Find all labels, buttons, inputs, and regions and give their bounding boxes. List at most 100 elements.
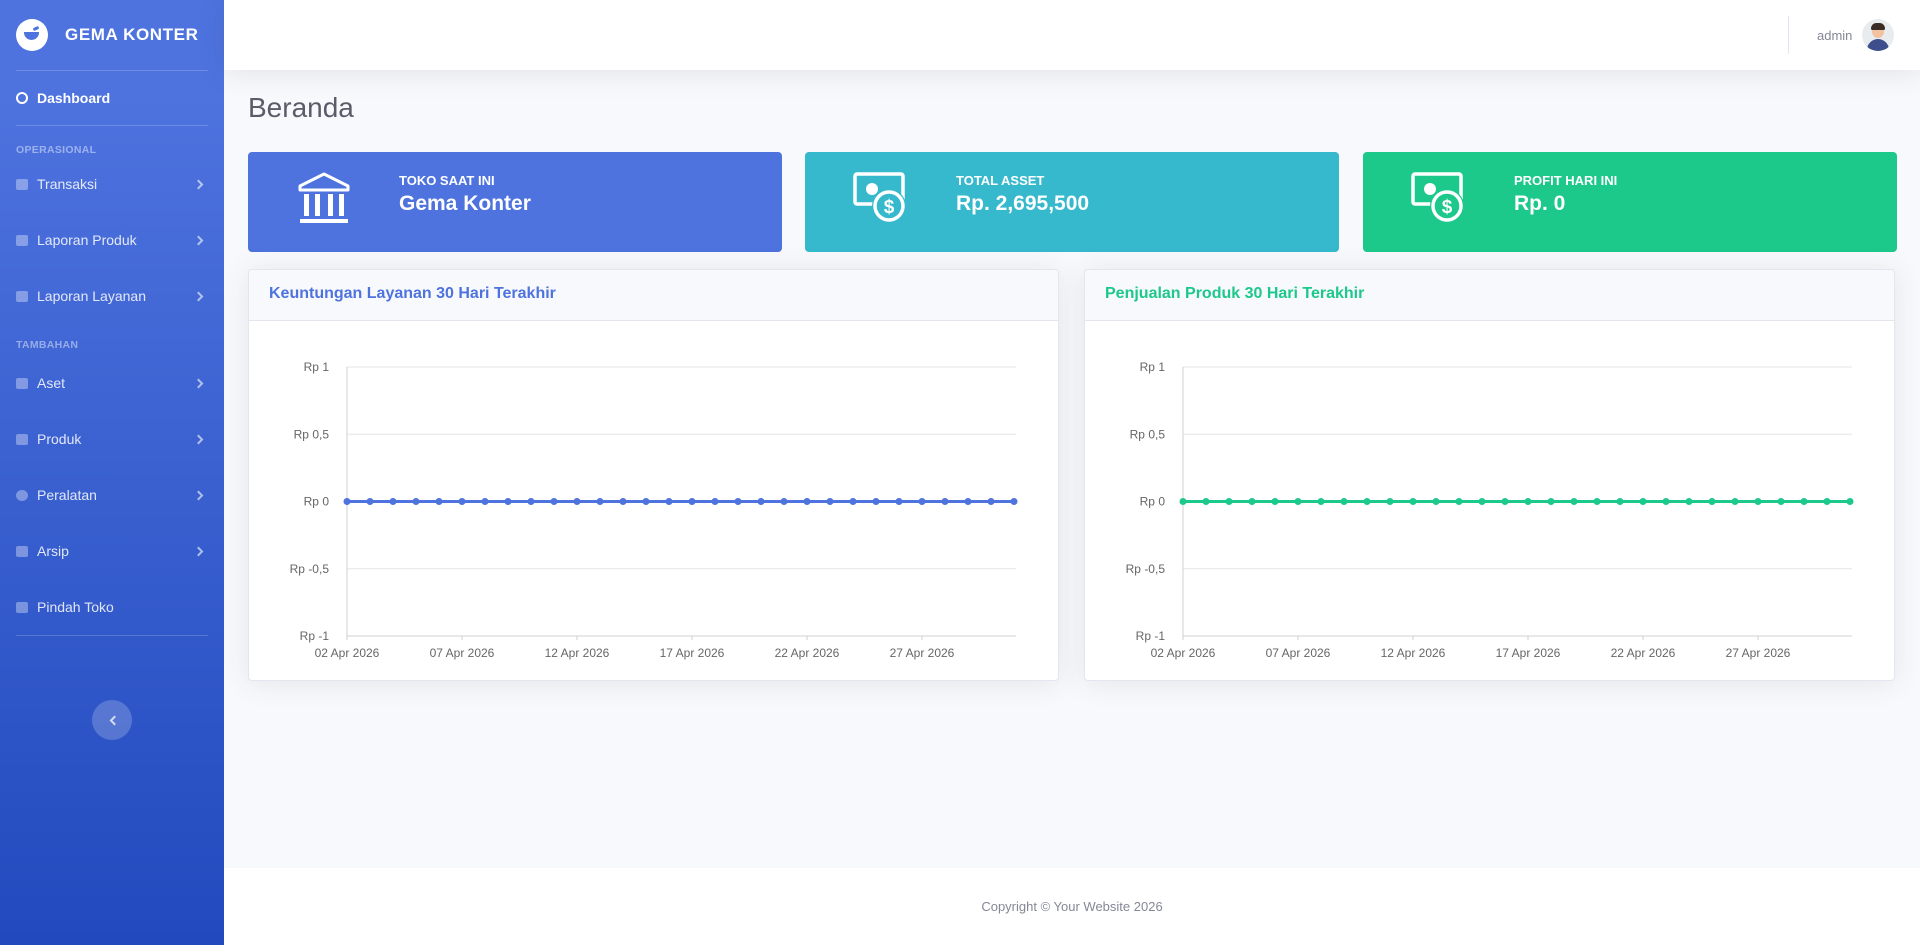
- data-point[interactable]: [642, 498, 650, 505]
- sidebar-item-arsip[interactable]: Arsip: [0, 523, 224, 579]
- y-tick-label: Rp -0,5: [290, 562, 330, 576]
- data-point[interactable]: [1478, 498, 1486, 505]
- data-point[interactable]: [711, 498, 719, 505]
- y-tick-label: Rp -0,5: [1126, 562, 1166, 576]
- data-point[interactable]: [688, 498, 696, 505]
- data-point[interactable]: [550, 498, 558, 505]
- data-point[interactable]: [803, 498, 811, 505]
- sidebar-item-peralatan[interactable]: Peralatan: [0, 467, 224, 523]
- data-point[interactable]: [1409, 498, 1417, 505]
- data-point[interactable]: [1708, 498, 1716, 505]
- data-point[interactable]: [435, 498, 443, 505]
- data-point[interactable]: [1524, 498, 1532, 505]
- sidebar-item-dashboard[interactable]: Dashboard: [0, 71, 224, 125]
- data-point[interactable]: [1777, 498, 1785, 505]
- chart-title: Penjualan Produk 30 Hari Terakhir: [1085, 270, 1894, 321]
- x-tick-label: 22 Apr 2026: [1611, 646, 1676, 660]
- sidebar-item-pindah-toko[interactable]: Pindah Toko: [0, 579, 224, 635]
- stat-card-toko: TOKO SAAT INI Gema Konter: [248, 152, 782, 252]
- data-point[interactable]: [412, 498, 420, 505]
- data-point[interactable]: [1616, 498, 1624, 505]
- data-point[interactable]: [1501, 498, 1509, 505]
- x-tick-label: 27 Apr 2026: [890, 646, 955, 660]
- data-point[interactable]: [849, 498, 857, 505]
- money-bill-icon: [16, 377, 28, 389]
- data-point[interactable]: [1731, 498, 1739, 505]
- data-point[interactable]: [573, 498, 581, 505]
- sidebar-item-laporan-produk[interactable]: Laporan Produk: [0, 212, 224, 268]
- data-point[interactable]: [1754, 498, 1762, 505]
- data-point[interactable]: [619, 498, 627, 505]
- x-tick-label: 17 Apr 2026: [660, 646, 725, 660]
- sidebar-item-aset[interactable]: Aset: [0, 355, 224, 411]
- chevron-right-icon: [193, 490, 204, 500]
- user-name: admin: [1817, 27, 1853, 43]
- data-point[interactable]: [1823, 498, 1831, 505]
- data-point[interactable]: [1685, 498, 1693, 505]
- data-point[interactable]: [1593, 498, 1601, 505]
- data-point[interactable]: [1179, 498, 1187, 505]
- svg-text:$: $: [1442, 197, 1453, 218]
- data-point[interactable]: [596, 498, 604, 505]
- data-point[interactable]: [895, 498, 903, 505]
- folder-icon: [16, 545, 28, 557]
- data-point[interactable]: [1340, 498, 1348, 505]
- user-dropdown[interactable]: admin: [1817, 19, 1895, 51]
- brand[interactable]: GEMA KONTER: [0, 0, 224, 70]
- x-tick-label: 17 Apr 2026: [1496, 646, 1561, 660]
- data-point[interactable]: [826, 498, 834, 505]
- cog-icon: [16, 489, 28, 501]
- money-bill-dollar-icon: $: [853, 172, 906, 223]
- bank-icon: [298, 172, 350, 223]
- chevron-right-icon: [193, 378, 204, 388]
- card-value: Rp. 2,695,500: [956, 192, 1090, 215]
- sidebar-item-label: Transaksi: [37, 176, 98, 192]
- data-point[interactable]: [389, 498, 397, 505]
- sidebar-heading-tambahan: TAMBAHAN: [16, 339, 79, 351]
- report-icon: [16, 234, 28, 246]
- data-point[interactable]: [1639, 498, 1647, 505]
- data-point[interactable]: [941, 498, 949, 505]
- sidebar-toggle-button[interactable]: [92, 700, 132, 740]
- data-point[interactable]: [504, 498, 512, 505]
- data-point[interactable]: [757, 498, 765, 505]
- sidebar-item-label: Laporan Produk: [37, 232, 137, 248]
- data-point[interactable]: [872, 498, 880, 505]
- line-chart-keuntungan: Rp 1 Rp 0,5 Rp 0 Rp -0,5 Rp -1 02 Apr 2026 07 …: [290, 360, 1018, 660]
- data-point[interactable]: [780, 498, 788, 505]
- data-point[interactable]: [343, 498, 351, 505]
- data-point[interactable]: [1386, 498, 1394, 505]
- data-point[interactable]: [1800, 498, 1808, 505]
- data-point[interactable]: [527, 498, 535, 505]
- data-point[interactable]: [1202, 498, 1210, 505]
- page-title: Beranda: [248, 92, 354, 123]
- data-point[interactable]: [918, 498, 926, 505]
- data-point[interactable]: [964, 498, 972, 505]
- data-point[interactable]: [1455, 498, 1463, 505]
- y-tick-label: Rp 0: [304, 495, 330, 509]
- x-tick-label: 02 Apr 2026: [1151, 646, 1216, 660]
- data-point[interactable]: [1547, 498, 1555, 505]
- data-point[interactable]: [1432, 498, 1440, 505]
- data-point[interactable]: [1225, 498, 1233, 505]
- data-point[interactable]: [366, 498, 374, 505]
- data-point[interactable]: [458, 498, 466, 505]
- data-point[interactable]: [481, 498, 489, 505]
- data-point[interactable]: [734, 498, 742, 505]
- data-point[interactable]: [1846, 498, 1854, 505]
- data-point[interactable]: [1317, 498, 1325, 505]
- data-point[interactable]: [987, 498, 995, 505]
- card-label: TOTAL ASSET: [956, 173, 1045, 188]
- data-point[interactable]: [1010, 498, 1018, 505]
- data-point[interactable]: [665, 498, 673, 505]
- sidebar-item-produk[interactable]: Produk: [0, 411, 224, 467]
- data-point[interactable]: [1570, 498, 1578, 505]
- data-point[interactable]: [1363, 498, 1371, 505]
- data-point[interactable]: [1662, 498, 1670, 505]
- sidebar-item-laporan-layanan[interactable]: Laporan Layanan: [0, 268, 224, 324]
- data-point[interactable]: [1248, 498, 1256, 505]
- data-point[interactable]: [1271, 498, 1279, 505]
- y-tick-label: Rp -1: [1136, 629, 1166, 643]
- sidebar-item-transaksi[interactable]: Transaksi: [0, 156, 224, 212]
- data-point[interactable]: [1294, 498, 1302, 505]
